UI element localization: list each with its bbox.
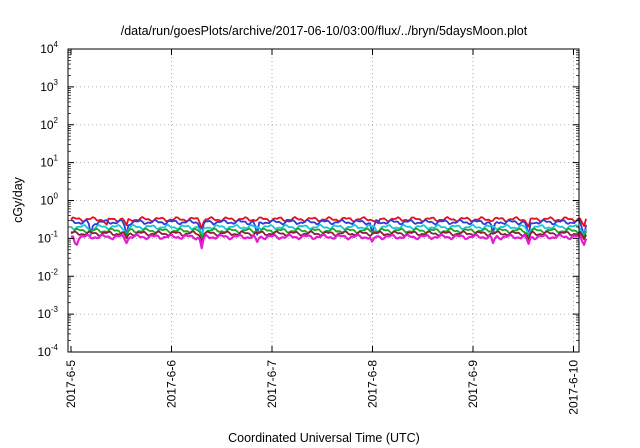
y-tick-label: 104 (40, 40, 58, 56)
series-line (70, 218, 587, 241)
y-tick-label: 10-3 (38, 305, 59, 321)
series-line (70, 216, 587, 230)
y-axis-label: cGy/day (11, 176, 25, 223)
y-ticks: 10-4 10-3 10-2 10-1 100 101 102 103 104 (38, 40, 579, 359)
x-ticks: 2017-6-5 2017-6-6 2017-6-7 2017-6-8 2017-6-9… (64, 49, 581, 415)
y-tick-label: 10-1 (38, 229, 59, 245)
series-line (70, 233, 588, 250)
y-tick-label: 100 (40, 192, 58, 208)
y-tick-label: 10-2 (38, 267, 59, 283)
y-tick-label: 10-4 (38, 343, 59, 359)
x-tick-label: 2017-6-8 (366, 360, 380, 408)
x-tick-label: 2017-6-10 (567, 360, 581, 415)
x-tick-label: 2017-6-7 (265, 360, 279, 408)
grid (68, 49, 579, 352)
x-axis-label: Coordinated Universal Time (UTC) (228, 431, 420, 445)
x-tick-label: 2017-6-6 (165, 360, 179, 408)
y-tick-label: 103 (40, 78, 58, 94)
series-line (70, 223, 587, 238)
chart-title: /data/run/goesPlots/archive/2017-06-10/0… (121, 24, 528, 38)
series-layer (70, 216, 588, 250)
y-tick-label: 101 (40, 154, 58, 170)
x-tick-label: 2017-6-5 (64, 360, 78, 408)
y-tick-label: 102 (40, 116, 58, 132)
x-tick-label: 2017-6-9 (466, 360, 480, 408)
series-line (70, 230, 587, 243)
